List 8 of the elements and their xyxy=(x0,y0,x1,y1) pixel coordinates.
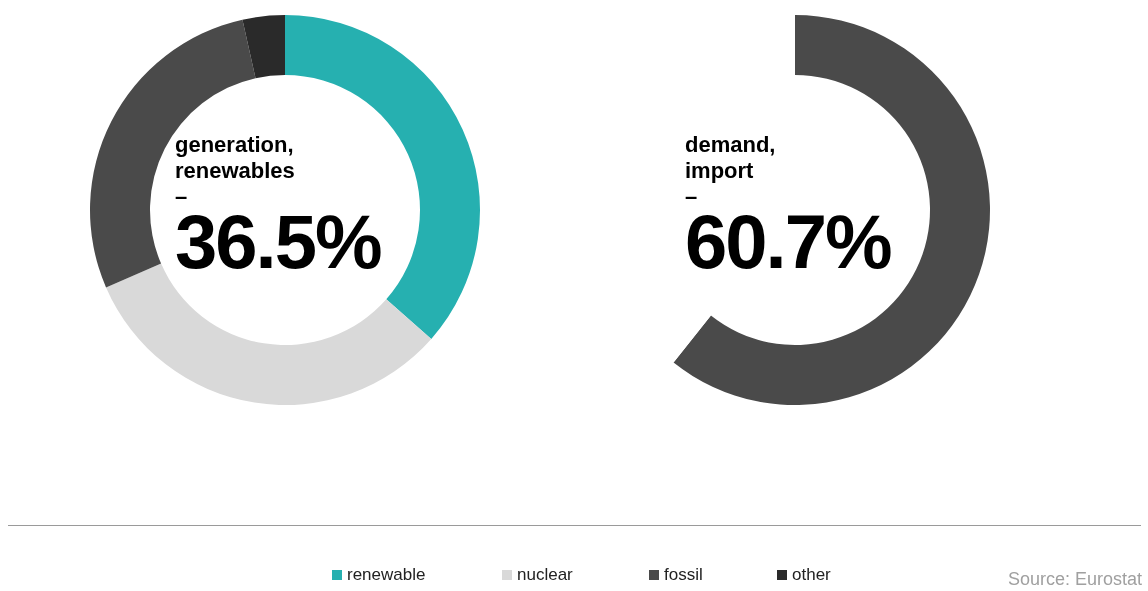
legend-label: other xyxy=(792,565,831,585)
text: generation, renewables xyxy=(175,132,296,184)
source-note: Source: Eurostat xyxy=(1007,569,1142,590)
text: demand, import xyxy=(685,132,777,184)
donut-slice xyxy=(242,15,285,79)
legend-label: fossil xyxy=(664,565,703,585)
legend-label: nuclear xyxy=(517,565,573,585)
legend-label: renewable xyxy=(347,565,426,585)
